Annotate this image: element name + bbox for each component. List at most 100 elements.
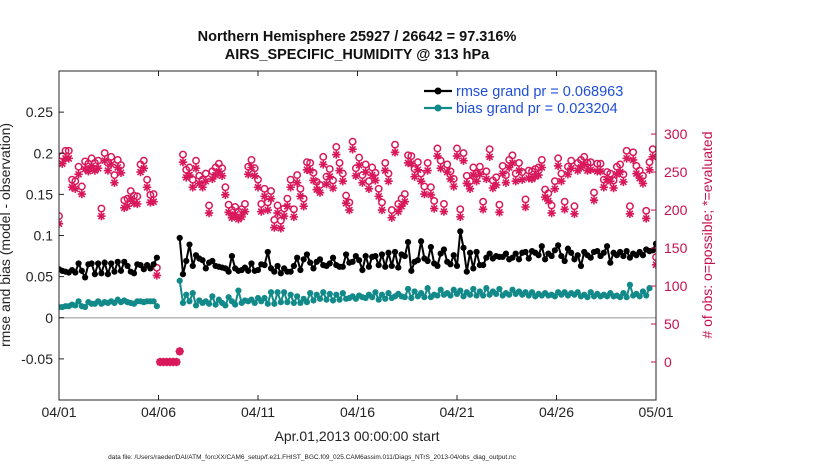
x-axis: 04/01 04/06 04/11 04/16 04/21 04/26 05/01 — [41, 71, 674, 420]
obs-possible-point — [400, 190, 409, 199]
rmse-point — [594, 248, 601, 255]
rmse-point — [385, 249, 392, 256]
rmse-point — [551, 247, 558, 254]
bias-point — [636, 293, 643, 300]
obs-evaluated-point — [299, 202, 308, 211]
rmse-point — [339, 263, 346, 270]
obs-evaluated-point — [557, 176, 566, 186]
obs-evaluated-point — [491, 180, 501, 190]
bias-point — [421, 294, 428, 301]
bias-point — [626, 281, 634, 288]
obs-evaluated-point — [420, 189, 429, 199]
obs-evaluated-point — [322, 180, 331, 189]
obs-possible-point — [139, 156, 148, 165]
bias-point — [261, 294, 268, 302]
bias-point — [447, 292, 454, 299]
y-tick-label: 0.1 — [34, 228, 54, 244]
obs-possible-point — [492, 173, 501, 182]
obs-evaluated-point — [247, 163, 256, 172]
obs-evaluated-point — [387, 213, 396, 222]
bias-point — [479, 292, 487, 299]
obs-evaluated-point — [309, 176, 318, 185]
legend-rmse-label: rmse grand pr = 0.068963 — [456, 84, 623, 100]
obs-evaluated-point — [381, 166, 390, 175]
obs-evaluated-point — [622, 154, 631, 163]
obs-evaluated-point — [136, 167, 145, 177]
obs-evaluated-point — [553, 161, 563, 171]
rmse-point — [124, 262, 131, 270]
obs-evaluated-point — [93, 164, 103, 173]
y2-tick-label: 0 — [664, 354, 672, 370]
obs-evaluated-point — [462, 179, 471, 188]
rmse-point — [104, 271, 112, 278]
obs-evaluated-point — [407, 159, 416, 168]
obs-possible-point — [152, 263, 161, 272]
obs-evaluated-point — [106, 160, 116, 169]
bias-point — [623, 294, 630, 301]
legend: rmse grand pr = 0.068963 bias grand pr =… — [419, 78, 650, 118]
obs-evaluated-point — [185, 170, 194, 180]
obs-possible-point — [241, 200, 249, 208]
obs-possible-point — [355, 153, 364, 162]
rmse-point — [98, 270, 105, 277]
y-tick-label: 0.2 — [34, 145, 54, 161]
rmse-point — [470, 265, 477, 272]
obs-evaluated-point — [374, 192, 383, 201]
obs-evaluated-point — [550, 184, 560, 193]
chart-title: Northern Hemisphere 25927 / 26642 = 97.3… — [198, 29, 517, 45]
bias-point — [323, 296, 330, 303]
obs-evaluated-point — [472, 176, 481, 186]
obs-possible-point — [459, 149, 468, 158]
obs-evaluated-point — [560, 205, 569, 214]
obs-evaluated-point — [244, 170, 253, 179]
rmse-point — [254, 266, 262, 274]
obs-possible-point — [475, 162, 484, 171]
rmse-point — [463, 268, 470, 275]
obs-evaluated-point — [97, 211, 106, 221]
rmse-point — [479, 262, 487, 269]
y2-tick-label: 150 — [664, 240, 688, 256]
obs-evaluated-point — [416, 176, 426, 186]
rmse-point — [264, 248, 271, 256]
rmse-point — [274, 262, 281, 270]
obs-possible-point — [485, 145, 494, 154]
obs-evaluated-point — [250, 171, 259, 181]
obs-evaluated-point — [367, 170, 377, 180]
y2-tick-label: 100 — [664, 278, 688, 294]
obs-possible-point — [482, 167, 491, 176]
bias-point — [369, 294, 376, 301]
obs-possible-point — [149, 190, 158, 199]
obs-evaluated-point — [198, 183, 207, 192]
y-tick-label: -0.05 — [21, 351, 53, 367]
bias-point — [290, 299, 297, 307]
rmse-point — [512, 250, 519, 257]
obs-evaluated-point — [645, 165, 654, 174]
obs-evaluated-point — [351, 171, 361, 181]
obs-possible-point — [404, 151, 413, 160]
bias-point — [271, 300, 278, 307]
bias-point — [646, 285, 653, 292]
y2-tick-label: 50 — [664, 316, 680, 332]
obs-evaluated-point — [74, 170, 83, 179]
bias-point — [277, 299, 284, 306]
obs-evaluated-point — [426, 190, 436, 200]
obs-evaluated-point — [279, 211, 289, 221]
rmse-point — [639, 252, 647, 259]
obs-evaluated-point — [469, 170, 478, 180]
rmse-point — [372, 252, 379, 260]
obs-possible-point — [71, 177, 80, 186]
obs-possible-point — [192, 156, 200, 165]
rmse-point — [303, 251, 311, 258]
obs-possible-point — [273, 201, 282, 210]
rmse-point — [535, 252, 542, 259]
obs-evaluated-point — [224, 208, 233, 217]
bias-point — [264, 300, 271, 307]
obs-evaluated-point — [230, 210, 240, 219]
obs-evaluated-point — [84, 167, 93, 176]
obs-possible-point — [61, 146, 70, 155]
chart-subtitle: AIRS_SPECIFIC_HUMIDITY @ 313 hPa — [225, 47, 490, 63]
bias-point — [179, 299, 187, 307]
obs-evaluated-point — [77, 189, 87, 199]
obs-evaluated-point — [175, 347, 184, 356]
obs-evaluated-point — [270, 223, 279, 232]
